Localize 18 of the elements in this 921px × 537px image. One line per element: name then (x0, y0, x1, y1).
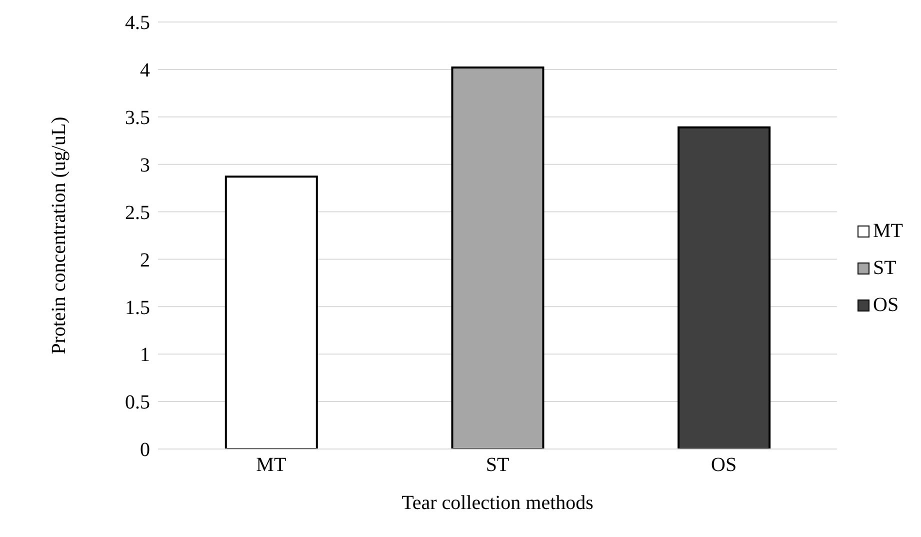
y-tick-label: 4 (140, 60, 150, 82)
y-tick-label: 3 (140, 154, 150, 176)
y-tick-label: 0 (140, 439, 150, 462)
y-axis-title: Protein concentration (ug/uL) (48, 116, 70, 354)
y-tick-label: 2.5 (125, 202, 150, 224)
legend-label: OS (873, 294, 899, 317)
y-tick-label: 2 (140, 249, 150, 272)
y-tick-label: 3.5 (125, 106, 150, 129)
y-tick-label: 0.5 (125, 392, 150, 414)
x-tick-label: ST (486, 454, 510, 476)
x-tick-label: OS (711, 454, 737, 476)
y-tick-label: 1.5 (125, 296, 150, 319)
y-tick-label: 4.5 (125, 12, 150, 34)
x-tick-label: MT (256, 454, 286, 476)
legend-label: ST (873, 257, 896, 280)
y-tick-label: 1 (140, 344, 150, 366)
legend-label: MT (873, 220, 903, 243)
x-axis-title: Tear collection methods (402, 492, 594, 514)
